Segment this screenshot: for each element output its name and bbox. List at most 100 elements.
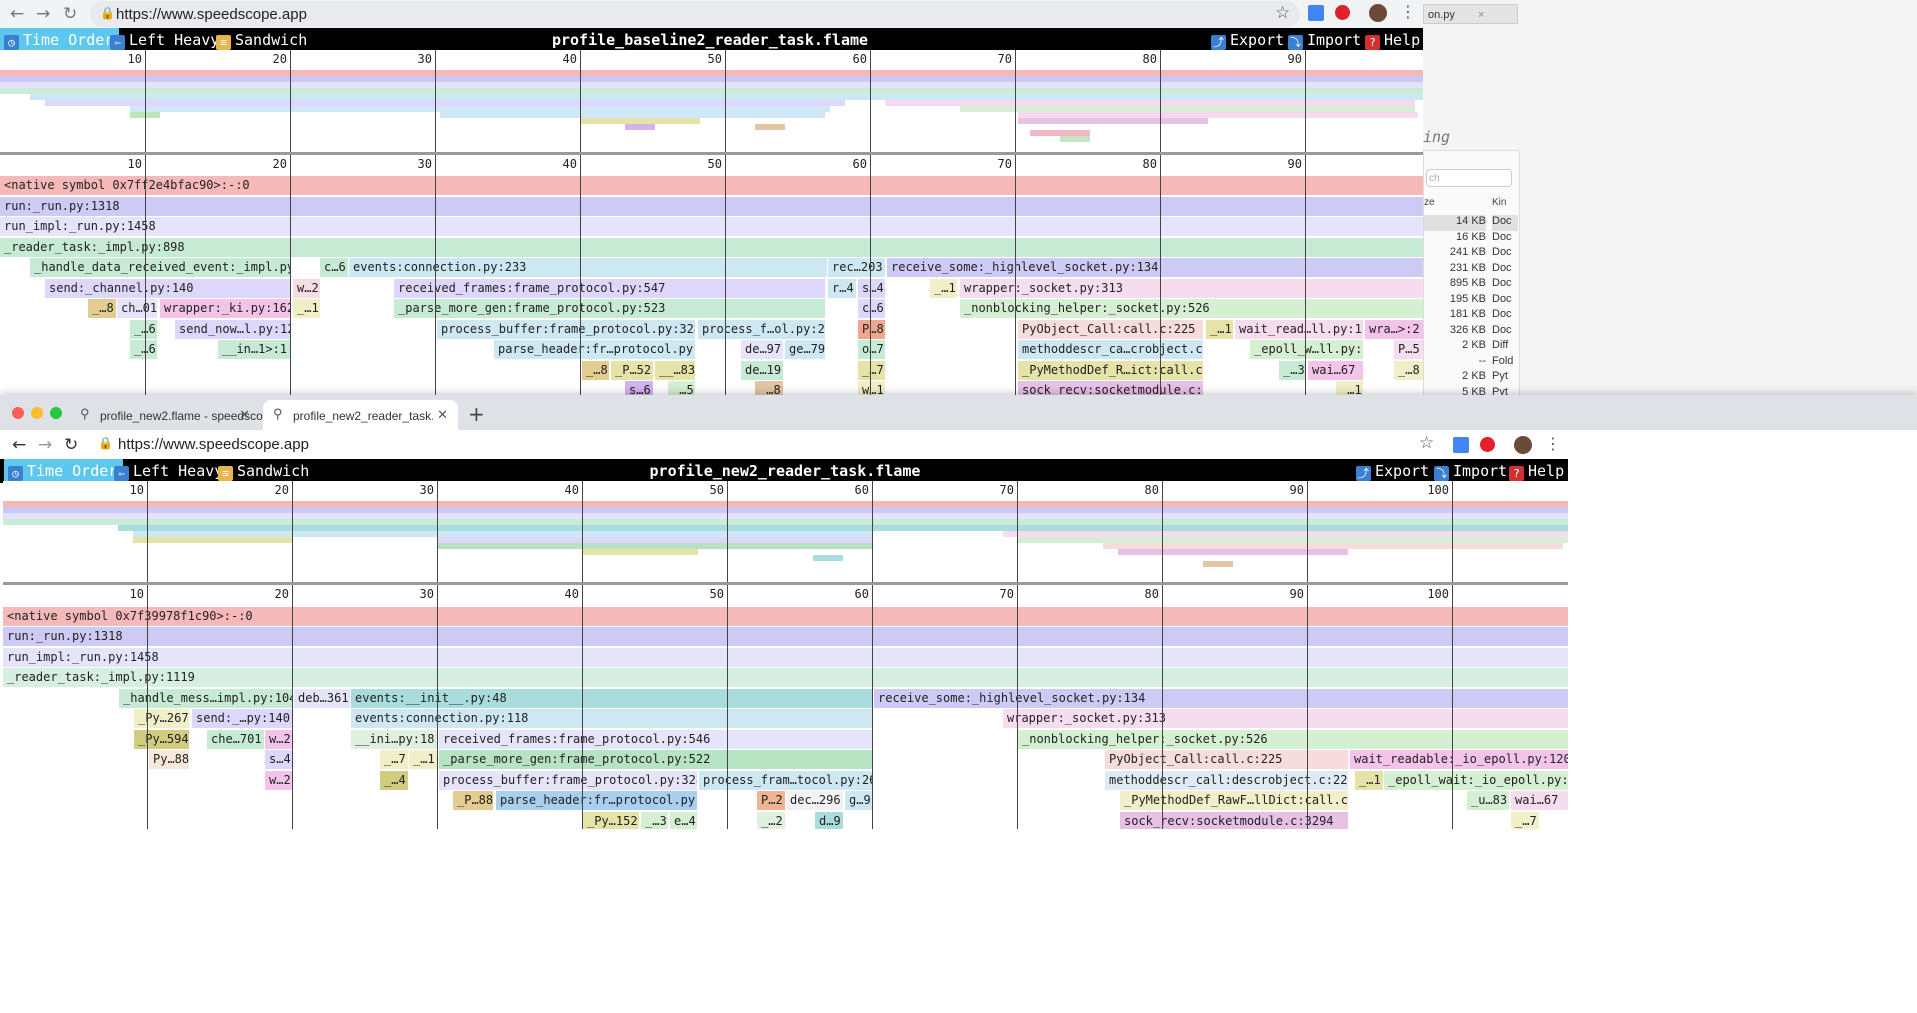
stack-frame[interactable]: P…2 [757, 791, 785, 810]
menu-icon[interactable]: ⋮ [1545, 434, 1561, 453]
stack-frame[interactable]: _…8 [582, 361, 609, 380]
forward-icon[interactable]: → [38, 435, 53, 455]
stack-frame[interactable]: receive_some:_highlevel_socket.py:134 [887, 258, 1423, 277]
export-button[interactable]: ⤴ Export [1352, 459, 1435, 483]
stack-frame[interactable]: _…1 [409, 750, 437, 769]
stack-frame[interactable]: __in…1>:1 [218, 340, 290, 359]
stack-frame[interactable]: w…2 [265, 730, 293, 749]
stack-frame[interactable]: P…5 [1394, 340, 1423, 359]
close-icon[interactable]: ✕ [239, 407, 250, 422]
reload-icon[interactable]: ↻ [63, 4, 78, 24]
stack-frame[interactable]: received_frames:frame_protocol.py:547 [394, 279, 825, 298]
menu-icon[interactable]: ⋮ [1400, 2, 1416, 21]
stack-frame[interactable]: s…4 [265, 750, 293, 769]
stack-frame[interactable]: che…701 [207, 730, 264, 749]
stack-frame[interactable]: _P…88 [453, 791, 493, 810]
stack-frame[interactable]: _…4 [380, 771, 408, 790]
stack-frame[interactable]: PyObject_Call:call.c:225 [1018, 320, 1203, 339]
stack-frame[interactable]: c…6 [858, 299, 885, 318]
stack-frame[interactable]: _…2 [757, 812, 785, 829]
stack-frame[interactable]: de…19 [741, 361, 783, 380]
stack-frame[interactable]: received_frames:frame_protocol.py:546 [439, 730, 872, 749]
stack-frame[interactable]: _…6 [130, 340, 157, 359]
maximize-window-button[interactable] [50, 407, 62, 419]
stack-frame[interactable]: _…1 [293, 299, 320, 318]
avatar[interactable] [1369, 4, 1387, 22]
stack-frame[interactable]: wai…67 [1511, 791, 1568, 810]
stack-frame[interactable]: <native symbol 0x7ff2e4bfac90>:-:0 [0, 176, 1423, 195]
tab-profile-new2[interactable]: ⚲ profile_new2.flame - speedsco ✕ [70, 400, 263, 430]
sandwich-button[interactable]: ≡ Sandwich [212, 28, 313, 52]
close-icon[interactable]: × [1477, 9, 1485, 21]
import-button[interactable]: ⤵ Import [1430, 459, 1513, 483]
opera-icon[interactable] [1480, 437, 1495, 452]
stack-frame[interactable]: _parse_more_gen:frame_protocol.py:522 [439, 750, 872, 769]
stack-frame[interactable]: wai…67 [1308, 361, 1363, 380]
stack-frame[interactable]: run_impl:_run.py:1458 [3, 648, 1568, 667]
window2-flamechart[interactable]: 10 20 30 40 50 60 70 80 90 100 <native s… [3, 585, 1568, 829]
star-icon[interactable]: ☆ [1419, 433, 1435, 453]
forward-icon[interactable]: → [36, 4, 51, 24]
stack-frame[interactable]: _P…52 [611, 361, 653, 380]
stack-frame[interactable]: _reader_task:_impl.py:898 [0, 238, 1423, 257]
stack-frame[interactable]: ch…01 [117, 299, 157, 318]
stack-frame[interactable]: s…4 [858, 279, 885, 298]
stack-frame[interactable]: _…8 [88, 299, 116, 318]
column-header-kind[interactable]: Kin [1492, 197, 1507, 208]
translate-icon[interactable] [1453, 437, 1469, 453]
reload-icon[interactable]: ↻ [64, 435, 79, 455]
stack-frame[interactable]: send:_…py:140 [192, 709, 293, 728]
avatar[interactable] [1514, 436, 1532, 454]
stack-frame[interactable]: run:_run.py:1318 [3, 627, 1568, 646]
stack-frame[interactable]: _u…83 [1467, 791, 1509, 810]
stack-frame[interactable]: _PyMethodDef_RawF…llDict:call.c:449 [1120, 791, 1348, 810]
stack-frame[interactable]: wrapper:_ki.py:162 [160, 299, 290, 318]
stack-frame[interactable]: w…1 [858, 381, 885, 395]
minimap-divider[interactable] [0, 152, 1423, 155]
stack-frame[interactable]: _…1 [1355, 771, 1383, 790]
stack-frame[interactable]: _nonblocking_helper:_socket.py:526 [1018, 730, 1568, 749]
stack-frame[interactable]: process_fram…tocol.py:267 [699, 771, 872, 790]
stack-frame[interactable]: _…1 [1336, 381, 1363, 395]
minimap-divider[interactable] [3, 582, 1568, 585]
left-heavy-button[interactable]: ⇦ Left Heavy [106, 28, 225, 52]
stack-frame[interactable]: _…3 [1279, 361, 1306, 380]
stack-frame[interactable]: de…97 [741, 340, 783, 359]
stack-frame[interactable]: methoddescr_ca…crobject.c:221 [1018, 340, 1203, 359]
close-icon[interactable]: ✕ [437, 407, 448, 422]
window2-minimap[interactable]: 10 20 30 40 50 60 70 80 90 100 [3, 481, 1568, 582]
stack-frame[interactable]: events:connection.py:118 [351, 709, 872, 728]
stack-frame[interactable]: w…2 [293, 279, 320, 298]
stack-frame[interactable]: <native symbol 0x7f39978f1c90>:-:0 [3, 607, 1568, 626]
translate-icon[interactable] [1308, 5, 1324, 21]
stack-frame[interactable]: PyObject_Call:call.c:225 [1105, 750, 1348, 769]
window1-minimap[interactable]: 10 20 30 40 50 60 70 80 90 [0, 50, 1423, 152]
stack-frame[interactable]: _…1 [930, 279, 957, 298]
stack-frame[interactable]: wait_readable:_io_epoll.py:120 [1350, 750, 1568, 769]
stack-frame[interactable]: r…4 [828, 279, 856, 298]
help-button[interactable]: ? Help [1361, 28, 1426, 52]
stack-frame[interactable]: g…9 [845, 791, 872, 810]
stack-frame[interactable]: s…6 [625, 381, 653, 395]
help-button[interactable]: ? Help [1505, 459, 1570, 483]
window1-flamechart[interactable]: 10 20 30 40 50 60 70 80 90 <native symbo… [0, 155, 1423, 395]
stack-frame[interactable]: _PyMethodDef_R…ict:call.c:449 [1018, 361, 1203, 380]
close-window-button[interactable] [12, 407, 24, 419]
url-field[interactable]: 🔒 https://www.speedscope.app ☆ [92, 433, 1442, 457]
stack-frame[interactable]: _…5 [668, 381, 695, 395]
stack-frame[interactable]: wrapper:_socket.py:313 [960, 279, 1423, 298]
stack-frame[interactable]: dec…296 [786, 791, 843, 810]
url-field[interactable]: 🔒 https://www.speedscope.app ☆ [90, 1, 1300, 27]
stack-frame[interactable]: _Py…594 [134, 730, 189, 749]
time-order-button[interactable]: ◷ Time Order [0, 28, 120, 52]
background-tab[interactable]: on.py × [1423, 4, 1518, 24]
stack-frame[interactable]: _handle_mess…impl.py:1047 [119, 689, 293, 708]
stack-frame[interactable]: c…6 [320, 258, 348, 277]
left-heavy-button[interactable]: ⇦ Left Heavy [110, 459, 229, 483]
stack-frame[interactable]: parse_header:fr…protocol.py:373 [496, 791, 697, 810]
stack-frame[interactable]: _handle_data_received_event:_impl.py:826 [30, 258, 290, 277]
stack-frame[interactable]: __ini…py:18 [351, 730, 437, 749]
stack-frame[interactable]: events:__init__.py:48 [351, 689, 872, 708]
stack-frame[interactable]: parse_header:fr…protocol.py:375 [494, 340, 695, 359]
stack-frame[interactable]: wrapper:_socket.py:313 [1003, 709, 1568, 728]
